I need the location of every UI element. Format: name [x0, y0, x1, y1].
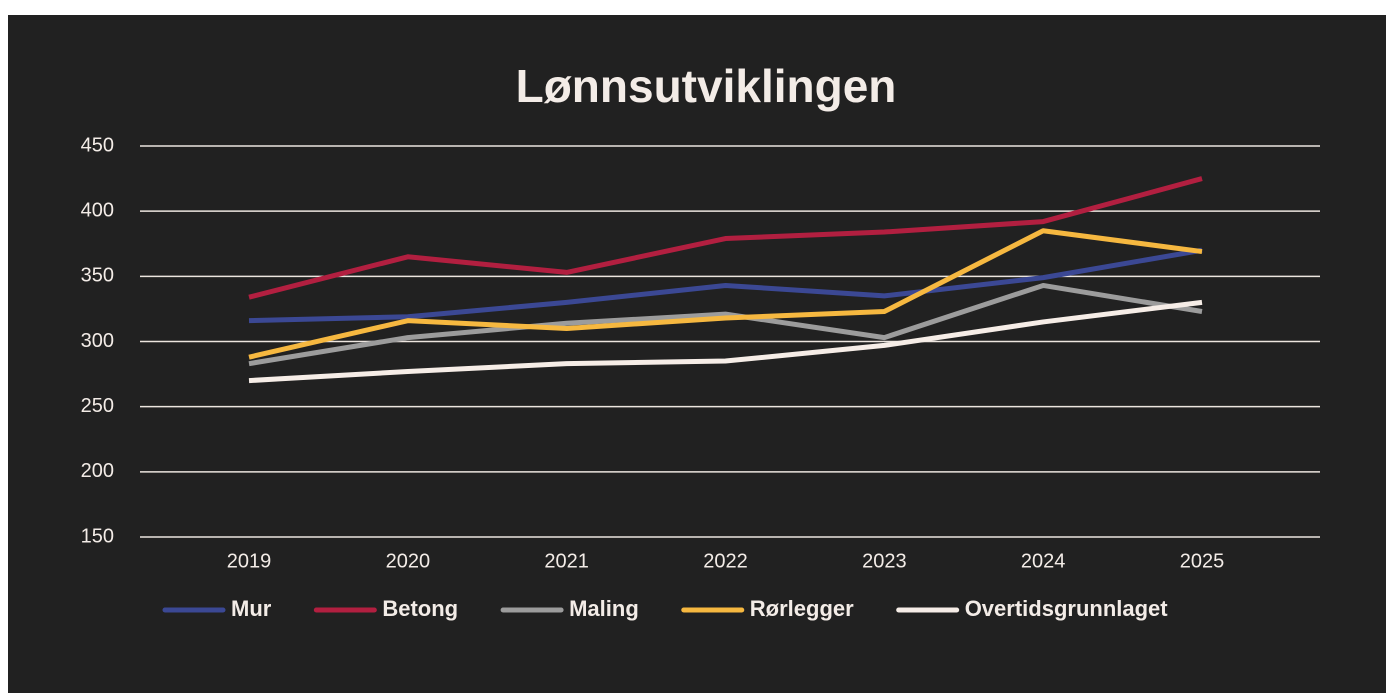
y-tick-label: 300 — [81, 330, 114, 352]
y-tick-label: 350 — [81, 265, 114, 287]
y-tick-label: 450 — [81, 134, 114, 156]
background — [8, 15, 1386, 693]
line-series — [248, 247, 1203, 324]
legend-label: Maling — [569, 596, 639, 621]
y-tick-label: 250 — [81, 395, 114, 417]
y-tick-label: 150 — [81, 525, 114, 547]
line-series — [248, 282, 1203, 367]
x-tick-label: 2023 — [862, 550, 907, 572]
y-tick-label: 400 — [81, 199, 114, 221]
line-series — [248, 228, 1203, 360]
x-tick-label: 2025 — [1180, 550, 1225, 572]
chart-title: Lønnsutviklingen — [516, 60, 897, 112]
x-tick-label: 2024 — [1021, 550, 1066, 572]
x-tick-label: 2020 — [386, 550, 431, 572]
legend-label: Betong — [382, 596, 458, 621]
line-series — [248, 299, 1203, 384]
y-tick-label: 200 — [81, 460, 114, 482]
legend-label: Rørlegger — [750, 596, 854, 621]
x-tick-label: 2019 — [227, 550, 272, 572]
legend-label: Overtidsgrunnlaget — [965, 596, 1169, 621]
x-tick-label: 2022 — [703, 550, 748, 572]
legend-label: Mur — [231, 596, 272, 621]
line-series — [248, 176, 1203, 300]
x-tick-label: 2021 — [544, 550, 589, 572]
